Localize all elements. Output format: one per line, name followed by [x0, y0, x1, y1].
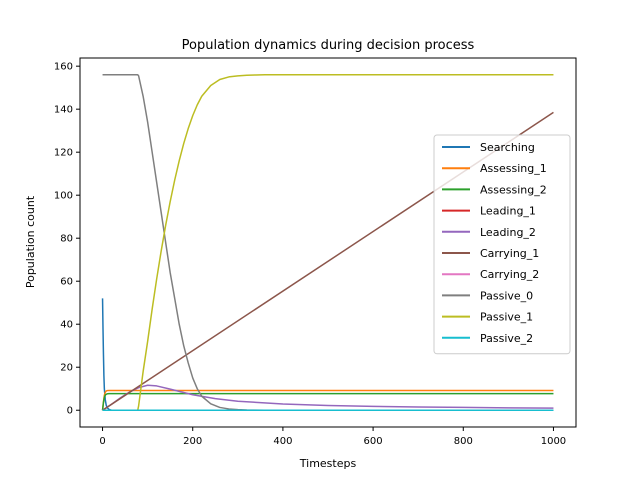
y-tick-label: 60 [60, 277, 73, 288]
y-tick-label: 100 [54, 191, 73, 202]
legend-label: Passive_0 [480, 289, 533, 302]
y-tick-label: 120 [54, 148, 73, 159]
legend-label: Carrying_1 [480, 247, 539, 260]
x-axis-label: Timesteps [299, 457, 357, 470]
y-tick-label: 80 [60, 234, 73, 245]
legend: Searching Assessing_1 Assessing_2 Leading_1… [433, 134, 571, 355]
x-tick-label: 1000 [541, 436, 566, 447]
axes-frame [79, 57, 577, 428]
y-axis: 0 20 40 60 80 100 120 140 160 [54, 62, 80, 417]
series-line-assessing-2 [101, 392, 554, 411]
x-tick-label: 600 [364, 436, 383, 447]
y-tick-label: 20 [60, 363, 73, 374]
x-tick-label: 800 [454, 436, 473, 447]
chart-title: Population dynamics during decision proc… [182, 38, 475, 53]
legend-label: Passive_2 [480, 332, 533, 345]
y-tick-label: 160 [54, 62, 73, 73]
legend-label: Passive_1 [480, 311, 533, 324]
x-tick-label: 200 [183, 436, 202, 447]
legend-label: Leading_2 [480, 226, 536, 239]
series-line-passive-1 [102, 74, 554, 411]
series-line-leading-2 [102, 384, 554, 411]
y-tick-label: 40 [60, 320, 73, 331]
x-axis: 0 200 400 600 800 1000 [99, 427, 566, 447]
x-tick-label: 400 [273, 436, 292, 447]
legend-label: Leading_1 [480, 205, 536, 218]
legend-label: Searching [480, 141, 535, 154]
legend-label: Carrying_2 [480, 268, 539, 281]
y-tick-label: 0 [67, 406, 73, 417]
y-tick-label: 140 [54, 105, 73, 116]
plot-lines [101, 74, 554, 411]
x-tick-label: 0 [99, 436, 105, 447]
legend-label: Assessing_2 [480, 183, 547, 196]
y-axis-label: Population count [24, 195, 37, 288]
legend-label: Assessing_1 [480, 162, 547, 175]
